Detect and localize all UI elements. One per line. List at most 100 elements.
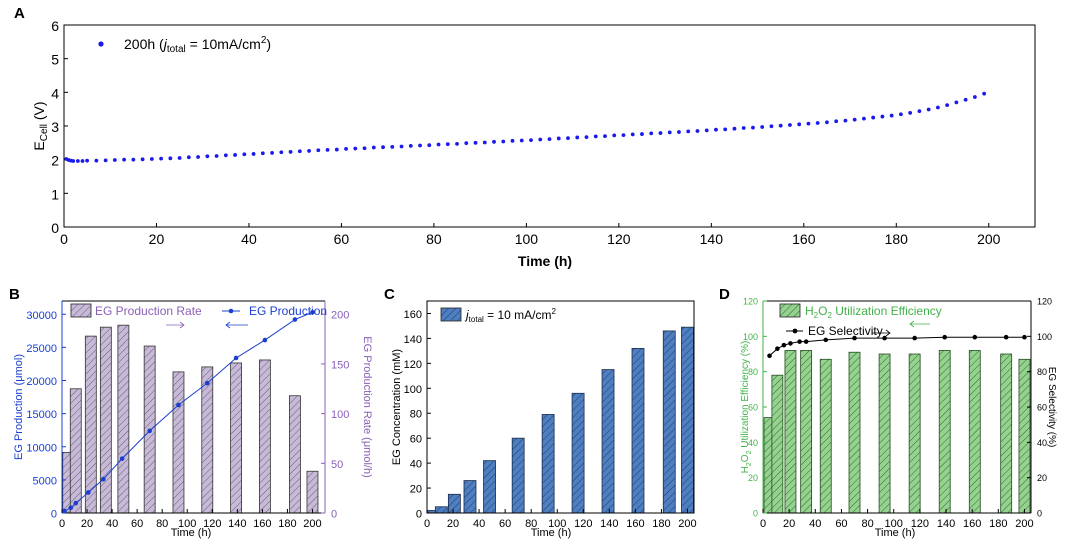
panel-a-data-point	[704, 128, 709, 133]
panel-d-xtick-label-4: 80	[861, 518, 873, 530]
panel-a-data-point	[519, 138, 524, 143]
panel-a-data-point	[714, 127, 718, 132]
panel-a-data-point	[325, 148, 330, 152]
panel-d-ylabel-left: H2O2 Utilization Efficiency (%)	[740, 341, 753, 474]
panel-b-bar	[258, 359, 271, 514]
panel-d-xtick-label-3: 60	[835, 518, 847, 530]
panel-c-xtick-label-8: 160	[626, 518, 644, 530]
panel-b-bar	[289, 395, 301, 514]
panel-b-legend: EG Production Rate EG Production	[70, 303, 327, 329]
panel-b-production-point	[73, 500, 79, 506]
panel-label-a: A	[14, 5, 25, 22]
panel-d-selectivity-point	[803, 339, 809, 344]
panel-d-left-ytick-label-1: 20	[748, 473, 758, 483]
panel-a-data-point	[168, 156, 173, 161]
panel-b-xtick-label-4: 80	[156, 518, 168, 530]
panel-d-left-ytick-label-0: 0	[753, 509, 758, 519]
panel-a-legend-marker	[98, 41, 104, 47]
panel-c-xtick-label-6: 120	[574, 518, 592, 530]
panel-a-ytick-label-1: 1	[51, 186, 59, 202]
panel-a-data-point	[778, 123, 783, 128]
panel-d-right-ytick-label-1: 20	[1037, 473, 1047, 483]
panel-b-xtick-label-6: 120	[203, 518, 221, 530]
panel-b-bar	[69, 388, 82, 514]
panel-c-xlabel: Time (h)	[531, 527, 572, 539]
panel-a-data-point	[205, 154, 210, 159]
panel-d-legend-line-marker	[792, 328, 798, 334]
panel-a-data-point	[566, 136, 570, 141]
panel-d-ylabel-right: EG Selectivity (%)	[1046, 367, 1057, 448]
panel-c-xtick-label-7: 140	[600, 518, 618, 530]
panel-a-data-point	[751, 125, 755, 130]
panel-d-arrow-left-icon	[909, 320, 930, 328]
panel-a-data-point	[963, 97, 968, 102]
panel-b-bar	[201, 366, 214, 514]
panel-a-data-point	[917, 109, 922, 114]
panel-b-production-point	[119, 456, 125, 461]
panel-b-left-ytick-label-1: 5000	[33, 475, 57, 487]
panel-a-xtick-label-5: 100	[515, 231, 539, 247]
panel-d-legend: H2O2 Utilization Efficiency EG Selectivi…	[779, 303, 942, 338]
panel-d-legend-bar-label: H2O2 Utilization Efficiency	[805, 304, 942, 320]
panel-a-data-point	[862, 116, 866, 121]
panel-a-data-point	[159, 156, 164, 161]
panel-b-xtick-label-3: 60	[131, 518, 143, 530]
panel-b-production-point	[204, 380, 210, 386]
panel-d-left-ytick-label-6: 120	[743, 297, 758, 307]
panel-d-xtick-label-7: 140	[937, 518, 955, 530]
panel-a-ytick-label-4: 4	[51, 85, 59, 101]
panel-a-data-point	[399, 144, 404, 149]
panel-a-data-point	[381, 145, 385, 150]
panel-a-data-point	[677, 130, 681, 134]
panel-d-selectivity-point	[942, 334, 948, 340]
panel-b-production-point	[101, 476, 106, 482]
panel-d-bar	[1018, 358, 1031, 514]
panel-c-bar	[511, 437, 525, 514]
panel-d-selectivity-point	[775, 346, 780, 352]
panel-a-data-point	[723, 127, 728, 132]
panel-c-bar	[571, 392, 585, 514]
panel-a-data-point	[94, 158, 99, 163]
panel-b-xtick-label-2: 40	[106, 518, 118, 530]
panel-d-left-ytick-label-2: 40	[748, 438, 758, 448]
panel-a-data-point	[408, 143, 413, 148]
panel-c-xtick-label-0: 0	[424, 518, 430, 530]
panel-b-left-ytick-label-5: 25000	[26, 343, 57, 355]
panel-c-xtick-label-10: 200	[678, 518, 696, 530]
panel-a-data-point	[982, 91, 987, 96]
panel-b-right-ytick-label-2: 100	[331, 409, 349, 421]
panel-b-legend-bar-swatch	[70, 303, 92, 318]
panel-b-arrow-left-icon	[225, 321, 248, 329]
panel-b-production-point	[86, 490, 91, 495]
panel-a-data-point	[112, 158, 117, 162]
panel-a-data-point	[177, 156, 182, 160]
panel-a-data-point	[251, 152, 256, 156]
panel-b-bar	[99, 326, 112, 514]
panel-b-legend-line-marker	[228, 308, 234, 314]
panel-d-bar	[819, 358, 832, 514]
panel-d-selectivity-point	[767, 353, 772, 359]
panel-a-data-point	[788, 123, 792, 127]
panel-c-bar	[483, 460, 496, 514]
panel-a-data-point	[103, 158, 108, 163]
panel-d-legend-line-label: EG Selectivity	[808, 324, 883, 338]
panel-b-right-ytick-label-4: 200	[331, 310, 349, 322]
panel-b-bar	[230, 362, 242, 514]
panel-a-data-point	[436, 142, 441, 147]
panel-d-right-ytick-label-3: 60	[1037, 403, 1047, 413]
panel-d-selectivity-point	[882, 335, 887, 341]
panel-d-bar	[878, 353, 891, 514]
panel-c-ytick-label-8: 160	[404, 309, 422, 321]
panel-b-xtick-label-10: 200	[303, 518, 321, 530]
panel-a-data-point	[834, 119, 839, 124]
panel-d-left-ytick-label-5: 100	[743, 332, 758, 342]
panel-d-xtick-label-0: 0	[760, 518, 766, 530]
panel-a-data-point	[390, 144, 395, 149]
panel-d-chart: 0 20 40 60 80 100 120 140 160 180 2000204060801001…	[740, 297, 1057, 540]
panel-d-bar	[800, 350, 813, 514]
panel-b-bar	[306, 470, 319, 514]
panel-d-left-ytick-label-4: 80	[748, 367, 758, 377]
panel-a-xtick-label-10: 200	[977, 231, 1001, 247]
panel-d-bar	[848, 351, 861, 514]
panel-a-data-point	[131, 157, 136, 162]
